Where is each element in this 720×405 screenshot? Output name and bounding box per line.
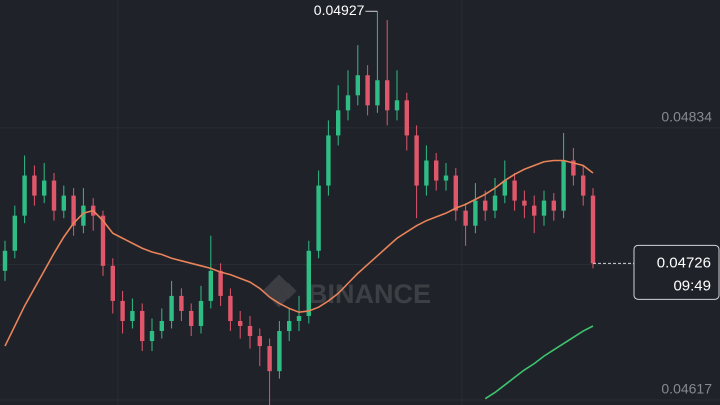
candle-body: [385, 80, 390, 111]
last-price-label: 0.04726: [657, 254, 711, 271]
candle-body: [355, 75, 360, 96]
candle-body: [336, 110, 341, 136]
candle-body: [522, 200, 527, 206]
candle-body: [306, 250, 311, 316]
candle-body: [189, 310, 194, 327]
candle-body: [375, 80, 380, 106]
candle-body: [316, 185, 321, 251]
candle-body: [326, 135, 331, 186]
candle-body: [502, 180, 507, 196]
candle-body: [473, 200, 478, 226]
candle-body: [463, 210, 468, 226]
candle-body: [551, 200, 556, 211]
candle-body: [218, 270, 223, 296]
y-tick-label: 0.04834: [661, 109, 712, 125]
candle-body: [365, 75, 370, 106]
candle-body: [512, 180, 517, 201]
candle-body: [296, 315, 302, 321]
candle-body: [434, 160, 439, 181]
candle-body: [179, 295, 184, 311]
candle-body: [159, 320, 164, 332]
candle-body: [51, 180, 57, 211]
candle-body: [61, 195, 66, 211]
candle-body: [208, 270, 213, 301]
candle-body: [581, 175, 586, 196]
candle-body: [198, 300, 204, 327]
moving-average-line: [484, 325, 594, 400]
candle-body: [228, 295, 233, 321]
candle-body: [590, 195, 596, 264]
candle-body: [130, 310, 135, 321]
candle-body: [238, 320, 243, 327]
last-price-box: [633, 244, 720, 300]
candle-body: [345, 95, 351, 111]
candle-body: [22, 175, 27, 216]
candle-body: [483, 200, 488, 211]
y-tick-label: 0.04617: [661, 381, 712, 397]
candle-body: [32, 175, 37, 196]
countdown-label: 09:49: [673, 277, 711, 294]
candle-body: [287, 320, 292, 332]
candle-body: [120, 300, 125, 321]
candle-body: [267, 346, 272, 372]
candle-body: [12, 215, 17, 251]
candle-body: [277, 331, 282, 372]
candle-body: [414, 135, 419, 186]
high-label: 0.04927: [314, 2, 365, 18]
candle-body: [571, 160, 576, 176]
candle-body: [424, 160, 429, 186]
candle-body: [453, 175, 458, 211]
candle-body: [42, 180, 47, 196]
candle-body: [532, 205, 537, 216]
candle-body: [169, 295, 174, 321]
candle-body: [541, 200, 547, 216]
low-label: 0.04613: [284, 402, 335, 405]
candle-body: [81, 205, 86, 226]
candle-body: [247, 326, 253, 337]
candle-body: [110, 265, 115, 301]
candle-body: [2, 250, 8, 271]
candle-body: [492, 195, 498, 211]
candle-body: [404, 100, 409, 136]
watermark: BINANCE: [308, 279, 431, 309]
candle-body: [100, 215, 106, 266]
candle-body: [140, 310, 145, 342]
candle-body: [561, 160, 566, 211]
candle-body: [443, 175, 449, 181]
candle-body: [394, 100, 400, 111]
moving-average-line: [4, 159, 594, 347]
candle-body: [71, 195, 76, 226]
candle-body: [257, 336, 262, 347]
candle-body: [149, 331, 155, 342]
